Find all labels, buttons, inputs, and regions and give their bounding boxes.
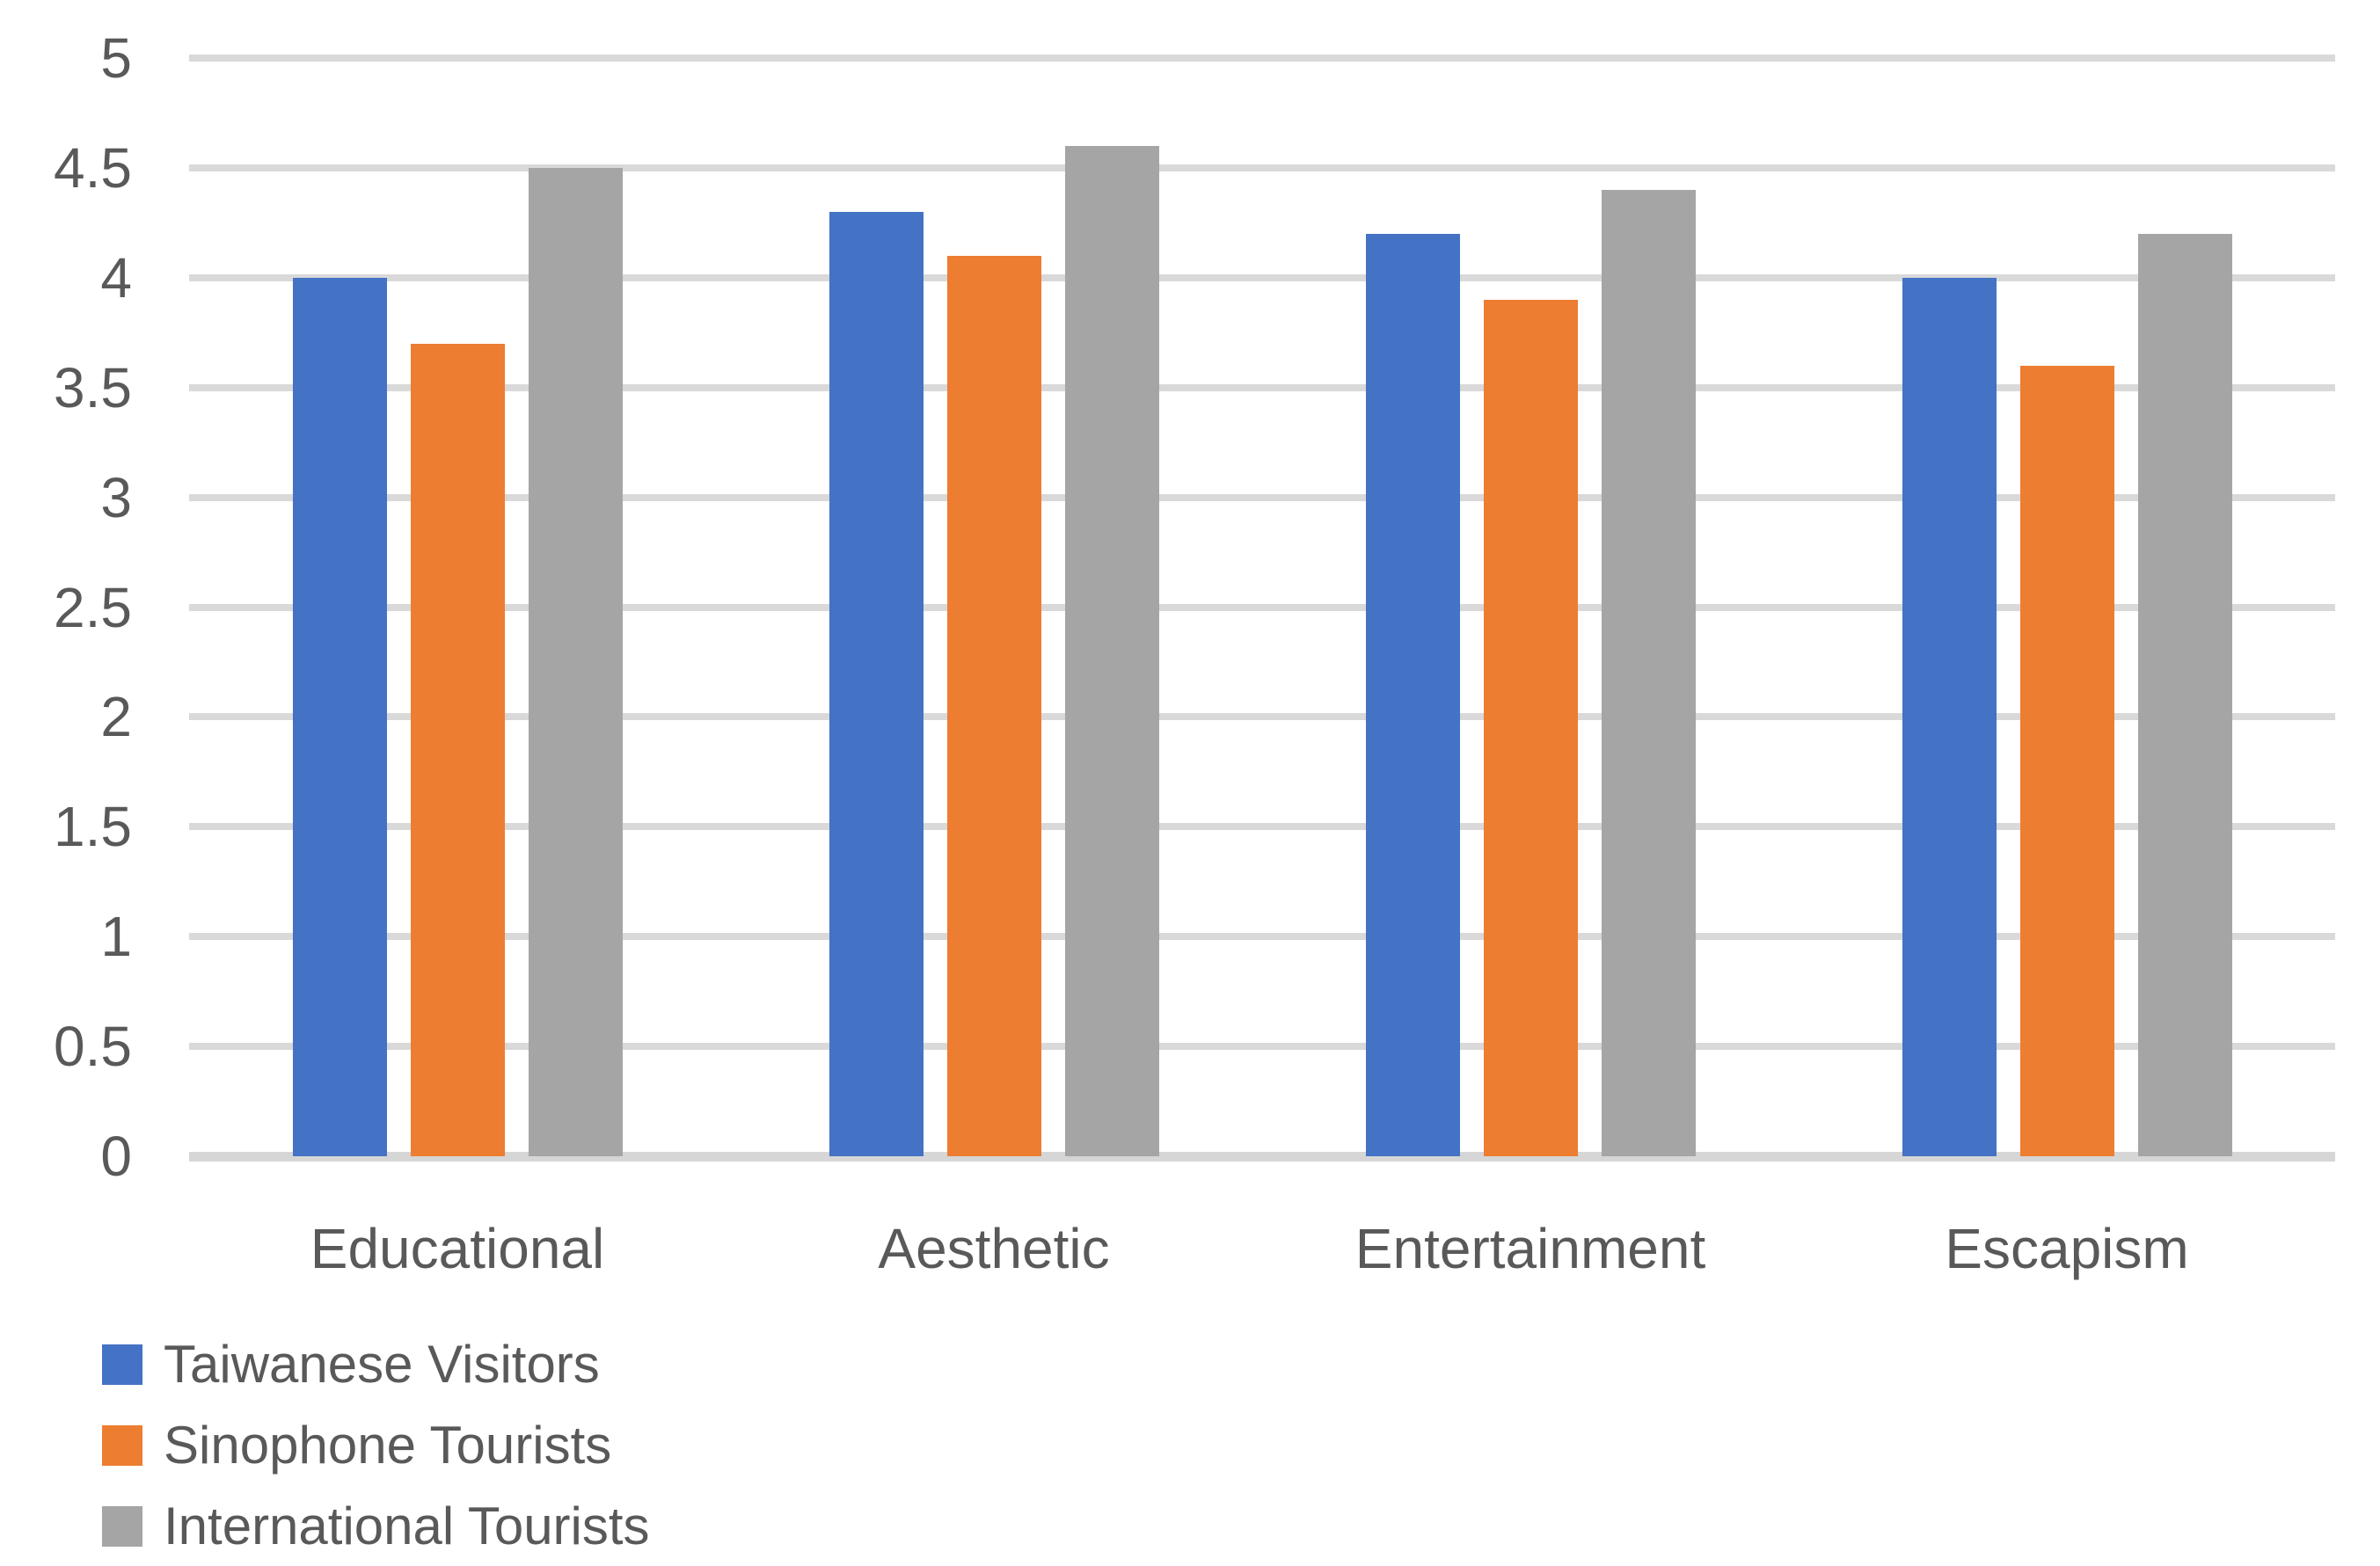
y-tick-label-0.5: 0.5	[54, 1015, 132, 1078]
gridline-1.5	[189, 823, 2335, 830]
gridline-0	[189, 1152, 2335, 1162]
gridline-2.5	[189, 604, 2335, 611]
x-category-label-educational: Educational	[310, 1217, 605, 1280]
bar-educational-international-tourists	[529, 168, 623, 1156]
y-tick-label-5: 5	[100, 26, 132, 90]
bar-escapism-taiwanese-visitors	[1902, 278, 1997, 1156]
bar-entertainment-sinophone-tourists	[1484, 300, 1578, 1156]
gridline-4.5	[189, 164, 2335, 171]
y-tick-label-1: 1	[100, 905, 132, 968]
y-tick-label-3.5: 3.5	[54, 356, 132, 419]
gridline-0.5	[189, 1043, 2335, 1050]
legend-label: Sinophone Tourists	[164, 1416, 612, 1475]
bar-escapism-international-tourists	[2138, 234, 2232, 1156]
x-category-label-aesthetic: Aesthetic	[878, 1217, 1110, 1280]
legend-swatch-icon	[102, 1425, 142, 1466]
bar-escapism-sinophone-tourists	[2020, 366, 2114, 1156]
gridline-3	[189, 494, 2335, 501]
legend-swatch-icon	[102, 1344, 142, 1385]
bar-educational-sinophone-tourists	[411, 344, 505, 1156]
gridline-3.5	[189, 384, 2335, 391]
x-category-label-entertainment: Entertainment	[1354, 1217, 1706, 1280]
bar-aesthetic-international-tourists	[1065, 146, 1159, 1156]
legend-item-international-tourists: International Tourists	[102, 1498, 650, 1555]
y-tick-label-2: 2	[100, 685, 132, 748]
x-category-label-escapism: Escapism	[1945, 1217, 2189, 1280]
y-tick-label-4.5: 4.5	[54, 136, 132, 200]
legend-label: Taiwanese Visitors	[164, 1335, 600, 1394]
bar-educational-taiwanese-visitors	[293, 278, 387, 1156]
bar-aesthetic-sinophone-tourists	[947, 256, 1041, 1156]
y-tick-label-4: 4	[100, 246, 132, 310]
y-tick-label-0: 0	[100, 1125, 132, 1188]
gridline-2	[189, 713, 2335, 720]
legend-item-taiwanese-visitors: Taiwanese Visitors	[102, 1337, 600, 1393]
bar-entertainment-taiwanese-visitors	[1366, 234, 1460, 1156]
bar-aesthetic-taiwanese-visitors	[829, 212, 924, 1156]
legend-label: International Tourists	[164, 1497, 650, 1555]
y-tick-label-2.5: 2.5	[54, 576, 132, 639]
gridline-5	[189, 55, 2335, 62]
legend-swatch-icon	[102, 1506, 142, 1547]
y-tick-label-3: 3	[100, 466, 132, 529]
legend-item-sinophone-tourists: Sinophone Tourists	[102, 1417, 611, 1474]
bar-entertainment-international-tourists	[1602, 190, 1696, 1156]
gridline-1	[189, 933, 2335, 940]
gridline-4	[189, 274, 2335, 281]
y-tick-label-1.5: 1.5	[54, 795, 132, 858]
